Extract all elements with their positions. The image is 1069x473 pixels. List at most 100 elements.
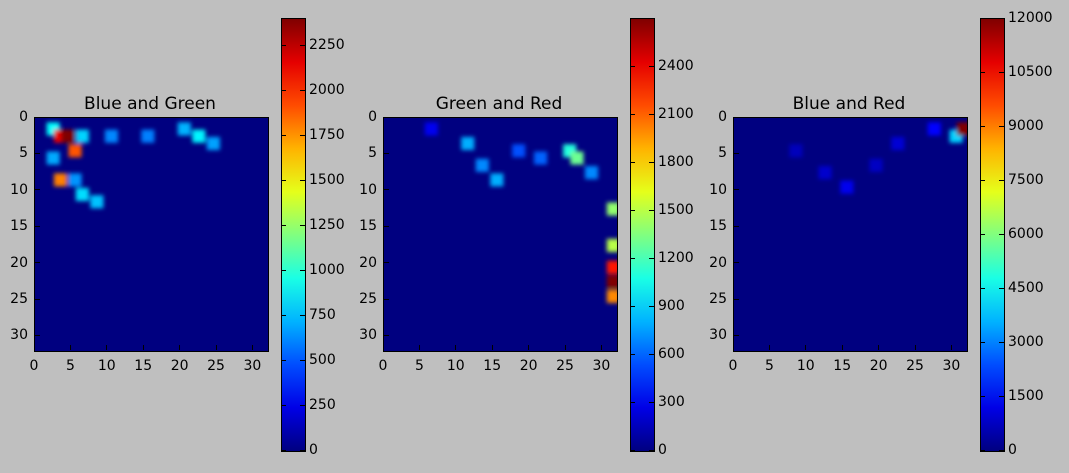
y-tick-mark — [734, 152, 739, 154]
y-tick-mark — [35, 334, 40, 336]
heatmap-cell — [789, 144, 803, 158]
heatmap-cell — [177, 122, 191, 136]
colorbar-tick-mark — [981, 287, 985, 289]
y-tick-label: 20 — [10, 254, 28, 271]
y-tick-label: 30 — [10, 327, 28, 344]
heatmap-cell — [141, 129, 155, 143]
colorbar-tick-mark — [631, 161, 635, 163]
x-tick-label: 0 — [728, 358, 738, 374]
y-tick-label: 10 — [709, 181, 727, 198]
x-tick-mark — [33, 345, 35, 350]
y-tick-mark — [734, 298, 739, 300]
colorbar-tick-mark — [282, 134, 286, 136]
colorbar-tick-mark — [649, 113, 654, 115]
x-tick-label: 25 — [207, 358, 225, 374]
heatmap-cell — [475, 158, 489, 172]
y-tick-label: 5 — [19, 145, 28, 162]
x-tick-label: 5 — [65, 358, 75, 374]
colorbar-tick-mark — [300, 44, 305, 46]
colorbar-tick-mark — [282, 179, 286, 181]
colorbar-tick-mark — [649, 353, 654, 355]
x-tick-mark — [914, 345, 916, 350]
y-tick-mark — [35, 298, 40, 300]
colorbar-tick-mark — [282, 359, 286, 361]
colorbar-tick-mark — [981, 17, 985, 19]
heatmap-cell — [606, 238, 617, 252]
heatmap-cell — [584, 166, 599, 180]
y-tick-label: 0 — [718, 109, 727, 125]
y-tick-mark — [384, 189, 389, 191]
heatmap-cell — [891, 136, 905, 151]
y-tick-mark — [384, 152, 389, 154]
colorbar-tick-label: 0 — [309, 442, 318, 458]
colorbar-tick-mark — [282, 404, 286, 406]
y-tick-label: 25 — [709, 291, 727, 308]
colorbar-tick-mark — [981, 395, 985, 397]
colorbar-tick-mark — [300, 269, 305, 271]
x-tick-label: 20 — [869, 358, 888, 374]
y-tick-label: 15 — [709, 218, 727, 235]
heatmap-cell — [570, 151, 584, 165]
x-tick-label: 0 — [29, 358, 39, 374]
y-tick-mark — [384, 116, 389, 118]
colorbar-tick-mark — [282, 89, 286, 91]
colorbar-tick-label: 750 — [309, 307, 336, 323]
colorbar-tick-mark — [631, 209, 635, 211]
colorbar-tick-mark — [300, 89, 305, 91]
colorbar-tick-mark — [981, 71, 985, 73]
y-tick-mark — [35, 262, 40, 264]
heatmap-cell — [606, 260, 617, 274]
colorbar-tick-label: 0 — [1008, 442, 1017, 458]
y-tick-label: 30 — [709, 327, 727, 344]
colorbar — [281, 18, 306, 452]
colorbar-tick-mark — [300, 449, 305, 451]
colorbar-tick-label: 1500 — [658, 202, 694, 218]
x-tick-label: 15 — [134, 358, 153, 374]
x-tick-mark — [418, 345, 420, 350]
colorbar-tick-label: 3000 — [1008, 334, 1044, 350]
y-tick-mark — [734, 225, 739, 227]
x-tick-label: 10 — [97, 358, 116, 374]
heatmap-cell — [104, 129, 119, 143]
y-tick-label: 5 — [368, 145, 377, 162]
colorbar-tick-label: 2100 — [658, 106, 694, 122]
colorbar-tick-mark — [649, 209, 654, 211]
colorbar — [630, 18, 655, 452]
colorbar-tick-label: 500 — [309, 352, 336, 368]
colorbar-tick-mark — [981, 341, 985, 343]
y-tick-label: 0 — [368, 109, 377, 125]
colorbar-tick-label: 1500 — [1008, 388, 1044, 404]
x-tick-mark — [732, 345, 734, 350]
heatmap-cell — [840, 180, 854, 194]
y-tick-mark — [35, 225, 40, 227]
y-tick-label: 5 — [718, 145, 727, 162]
colorbar-tick-mark — [282, 269, 286, 271]
y-tick-mark — [734, 116, 739, 118]
colorbar-tick-mark — [300, 314, 305, 316]
x-tick-mark — [491, 345, 493, 350]
colorbar-tick-mark — [649, 305, 654, 307]
heatmap-background — [734, 118, 967, 351]
heatmap-svg — [35, 118, 268, 351]
colorbar-tick-label: 900 — [658, 298, 685, 314]
x-tick-label: 5 — [764, 358, 774, 374]
colorbar-tick-mark — [999, 449, 1004, 451]
y-tick-mark — [734, 189, 739, 191]
heatmap-cell — [512, 144, 526, 158]
heatmap-plot — [383, 117, 618, 352]
colorbar-tick-mark — [282, 44, 286, 46]
colorbar-tick-label: 2000 — [309, 82, 345, 98]
chart-title: Blue and Green — [84, 94, 216, 114]
heatmap-cell — [818, 166, 832, 180]
colorbar-tick-mark — [631, 449, 635, 451]
colorbar-tick-label: 7500 — [1008, 172, 1044, 188]
x-tick-mark — [382, 345, 384, 350]
heatmap-cell — [956, 122, 967, 136]
colorbar-tick-mark — [649, 161, 654, 163]
colorbar-tick-mark — [631, 257, 635, 259]
colorbar-tick-mark — [631, 65, 635, 67]
colorbar-tick-label: 1250 — [309, 217, 345, 233]
colorbar-tick-label: 0 — [658, 442, 667, 458]
x-tick-label: 30 — [592, 358, 611, 374]
colorbar-tick-mark — [631, 401, 635, 403]
